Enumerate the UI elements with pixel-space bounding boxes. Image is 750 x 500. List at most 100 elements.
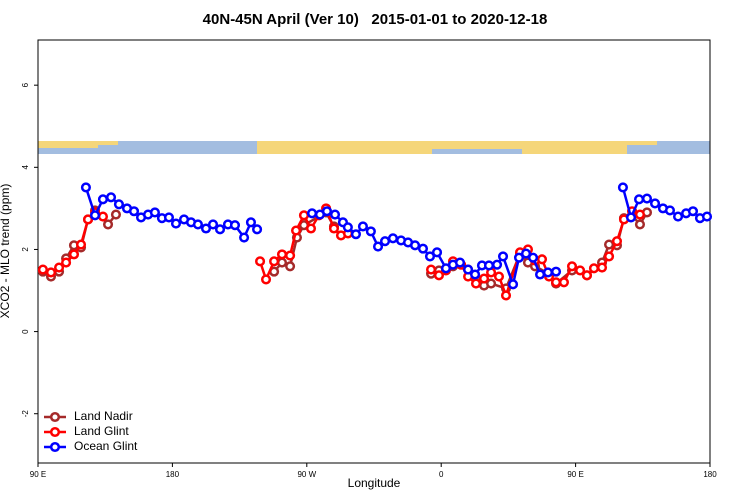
data-point [634,219,646,230]
data-point [110,209,122,220]
data-point [269,256,280,267]
y-tick-label: -2 [21,410,30,418]
data-point [252,224,263,235]
data-point [214,224,226,235]
data-point [128,206,140,217]
data-point [596,262,608,273]
x-tick-label: 0 [439,470,444,479]
data-point [634,209,646,220]
data-point [550,266,562,277]
data-point [200,223,212,234]
data-point [410,240,421,251]
data-point [483,260,495,271]
data-point [527,252,539,263]
data-point [45,267,57,278]
data-point [417,243,429,254]
data-point [285,250,296,261]
data-point [575,265,586,276]
data-point [604,239,615,250]
data-point [68,249,80,260]
plot-frame [37,39,711,464]
data-point [500,290,512,301]
y-tick-label: 0 [21,329,30,334]
data-point [611,236,623,247]
x-tick-label: 90 W [297,470,316,479]
data-point [617,182,628,193]
data-point [463,264,474,275]
data-point [558,277,570,288]
data-point [97,211,109,222]
data-point [387,233,399,244]
data-point [372,241,384,252]
data-point [542,267,554,278]
data-point [687,206,699,217]
data-point [486,278,497,289]
data-point [641,193,653,204]
data-point [425,264,437,275]
data-point [497,251,509,262]
x-axis-label: Longitude [348,476,401,490]
data-point [163,212,175,223]
data-point [357,221,368,232]
data-point [424,251,436,262]
data-point [192,219,203,230]
data-point [664,205,676,216]
y-tick-label: 2 [21,247,30,252]
data-point [470,269,481,280]
data-point [89,210,101,221]
data-point [520,248,532,259]
data-point [493,271,505,282]
data-point [113,199,124,210]
x-tick-label: 180 [703,470,717,479]
data-point [255,256,266,267]
data-point [329,209,341,220]
legend-marker [49,426,61,438]
data-point [492,259,503,270]
data-point [380,236,391,247]
data-point [550,277,562,288]
data-point [260,274,272,285]
data-point [298,210,310,221]
data-point [245,217,256,228]
legend-marker [49,441,61,453]
data-point [54,262,65,273]
data-point [305,223,317,234]
data-point [604,251,615,262]
data-point [75,239,87,250]
data-point [433,270,445,281]
data-point [276,249,288,260]
x-tick-label: 90 E [567,470,583,479]
data-point [588,263,600,274]
data-point [701,211,713,222]
data-point [290,225,302,236]
y-axis-label: XCO2 - MLO trend (ppm) [0,184,12,319]
data-point [207,219,219,230]
data-point [625,212,637,223]
data-point [285,261,296,272]
data-point [306,208,318,219]
data-point [365,226,376,237]
data-point [566,261,578,272]
data-point [470,278,482,289]
data-point [80,182,91,193]
data-point [82,214,94,225]
data-point [536,254,548,265]
data-point [649,198,661,209]
data-point [61,257,72,268]
data-point [321,206,333,217]
data-point [37,264,48,275]
data-point [170,218,182,229]
data-point [276,257,288,268]
y-tick-label: 4 [21,165,30,170]
data-point [149,207,160,218]
legend-marker [49,411,61,423]
data-point [229,220,241,231]
data-point [97,194,109,205]
data-point [239,232,250,243]
data-point [513,252,525,263]
land-ocean-strip [38,141,710,154]
data-point [535,269,546,280]
data-point [581,270,592,281]
y-tick-label: 6 [21,82,30,87]
